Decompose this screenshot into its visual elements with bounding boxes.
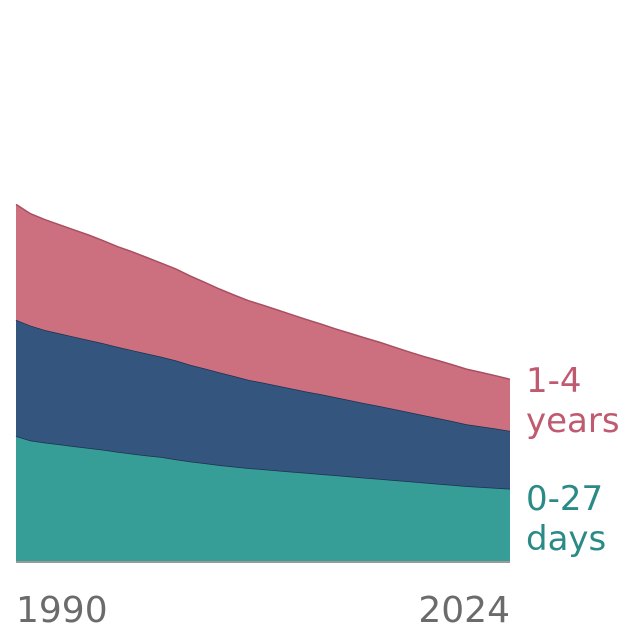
series-label-neonatal: 0-27 days	[526, 479, 606, 559]
area-postneonatal	[16, 319, 510, 489]
area-neonatal	[16, 436, 510, 562]
x-tick-label-start: 1990	[16, 590, 108, 631]
areas-group	[15, 203, 511, 562]
series-label-child: 1-4 years	[526, 361, 620, 441]
area-child	[16, 204, 510, 431]
area-edge-child	[15, 203, 511, 381]
x-tick-label-end: 2024	[418, 590, 510, 631]
